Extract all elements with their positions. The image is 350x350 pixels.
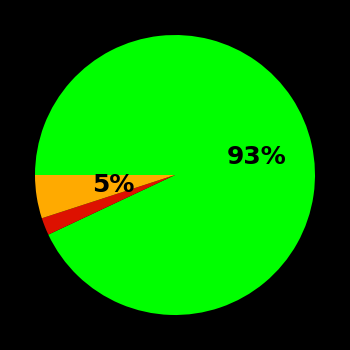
Wedge shape (35, 175, 175, 218)
Text: 93%: 93% (227, 145, 287, 169)
Text: 5%: 5% (92, 173, 134, 197)
Wedge shape (42, 175, 175, 234)
Wedge shape (35, 35, 315, 315)
